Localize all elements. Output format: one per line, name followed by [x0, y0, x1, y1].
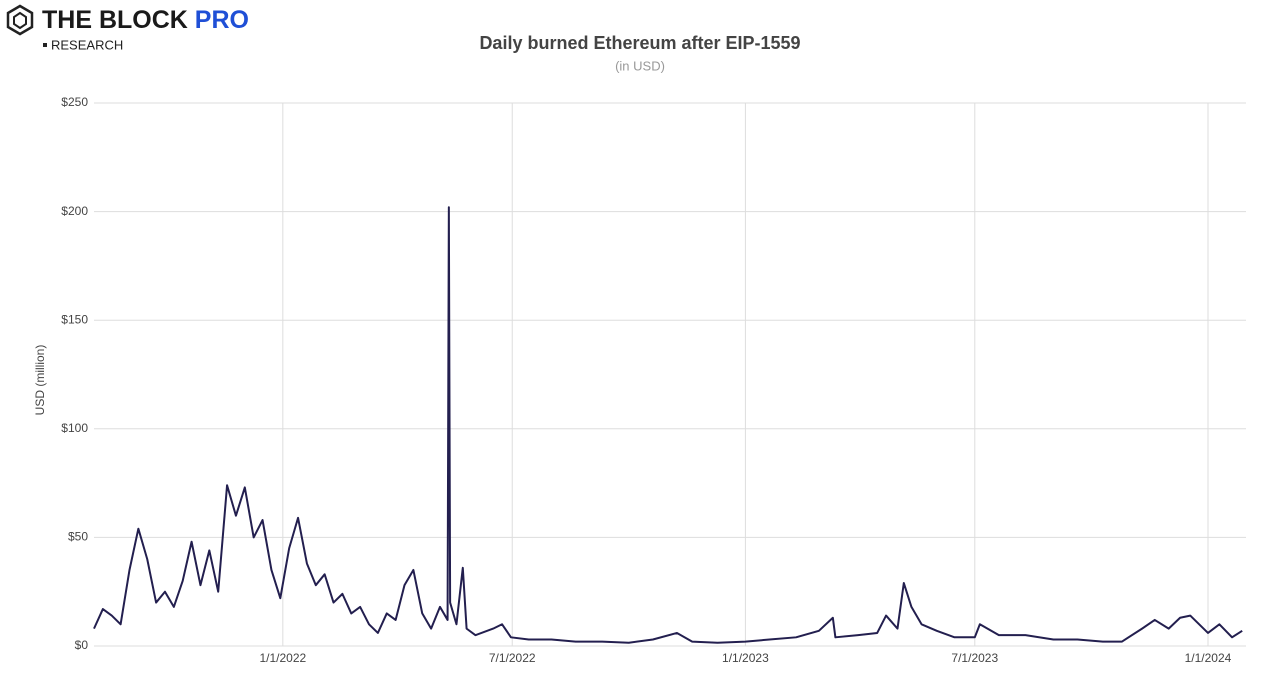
y-axis-label: USD (million)	[33, 345, 47, 416]
y-tick-label: $150	[61, 312, 88, 326]
x-tick-label: 7/1/2023	[951, 651, 998, 665]
y-tick-label: $200	[61, 204, 88, 218]
brand-sub: RESEARCH	[51, 37, 123, 52]
x-tick-label: 1/1/2024	[1185, 651, 1232, 665]
x-tick-label: 1/1/2022	[259, 651, 306, 665]
x-tick-label: 1/1/2023	[722, 651, 769, 665]
data-line	[93, 206, 1243, 644]
logo: THE BLOCK PRO RESEARCH	[6, 4, 249, 52]
brand: THE BLOCK	[42, 6, 188, 34]
svg-text:THE BLOCK PRO: THE BLOCK PRO	[42, 6, 249, 34]
brand-accent: PRO	[195, 6, 249, 34]
y-tick-label: $0	[75, 638, 89, 652]
y-tick-label: $50	[68, 530, 88, 544]
y-tick-label: $250	[61, 95, 88, 109]
y-tick-label: $100	[61, 421, 88, 435]
chart-subtitle: (in USD)	[615, 58, 665, 73]
x-tick-label: 7/1/2022	[489, 651, 536, 665]
chart-title: Daily burned Ethereum after EIP-1559	[479, 33, 800, 53]
